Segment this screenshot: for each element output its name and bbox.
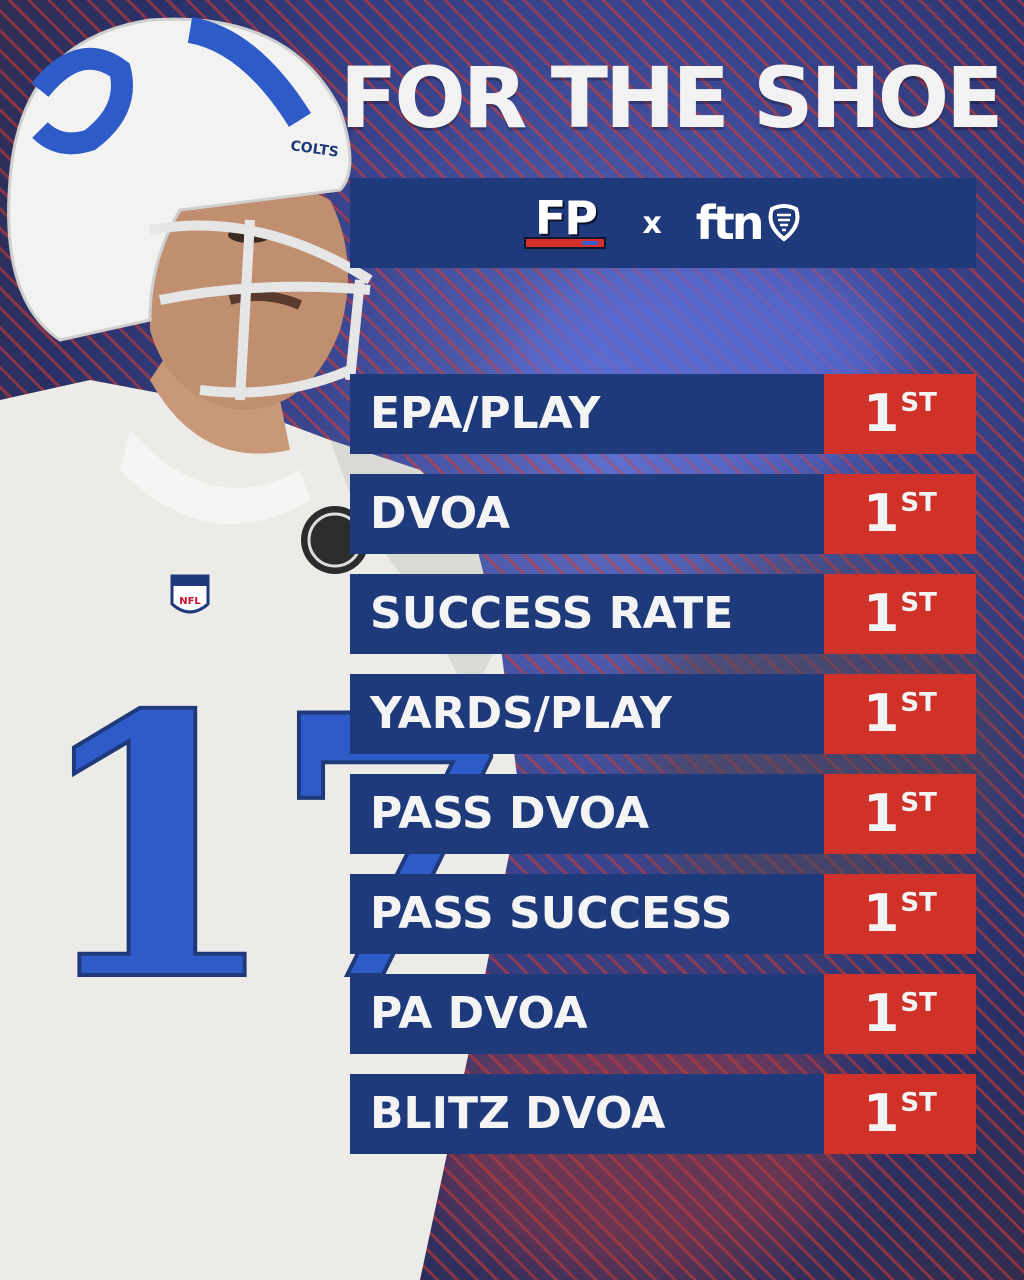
stat-row: EPA/PLAY 1 ST (350, 374, 976, 454)
stat-rank: 1 ST (824, 974, 976, 1054)
ftn-logo-text: ftn (695, 196, 765, 250)
rank-suffix: ST (900, 1088, 937, 1118)
helmet-text: COLTS (289, 138, 339, 161)
logo-separator: x (642, 205, 662, 241)
rank-number: 1 (863, 1084, 900, 1144)
rank-number: 1 (863, 484, 900, 544)
stat-label: PASS SUCCESS (350, 874, 824, 954)
rank-number: 1 (863, 384, 900, 444)
rank-suffix: ST (900, 688, 937, 718)
stat-rank: 1 ST (824, 1074, 976, 1154)
fp-logo-text: FP (534, 191, 598, 245)
nfl-shield-text: NFL (179, 596, 201, 607)
facemask (149, 219, 373, 401)
rank-number: 1 (863, 684, 900, 744)
stat-rank: 1 ST (824, 874, 976, 954)
stat-rank: 1 ST (824, 674, 976, 754)
stat-label: SUCCESS RATE (350, 574, 824, 654)
graphic-title: FOR THE SHOE (340, 49, 1004, 147)
stat-row: PA DVOA 1 ST (350, 974, 976, 1054)
stat-rank: 1 ST (824, 774, 976, 854)
football-shield-icon (768, 204, 800, 242)
stat-label: PASS DVOA (350, 774, 824, 854)
fp-logo-bar (524, 237, 607, 249)
rank-suffix: ST (900, 788, 937, 818)
stat-row: PASS SUCCESS 1 ST (350, 874, 976, 954)
rank-number: 1 (863, 784, 900, 844)
rank-suffix: ST (900, 388, 937, 418)
stat-row: PASS DVOA 1 ST (350, 774, 976, 854)
stat-rank: 1 ST (824, 574, 976, 654)
rank-suffix: ST (900, 488, 937, 518)
stats-list: EPA/PLAY 1 ST DVOA 1 ST SUCCESS RATE 1 ST YARDS/P… (350, 374, 976, 1174)
rank-suffix: ST (900, 888, 937, 918)
fp-logo: FP (522, 191, 608, 251)
stat-label: BLITZ DVOA (350, 1074, 824, 1154)
rank-suffix: ST (900, 988, 937, 1018)
stat-label: PA DVOA (350, 974, 824, 1054)
stat-label: DVOA (350, 474, 824, 554)
stat-row: YARDS/PLAY 1 ST (350, 674, 976, 754)
stat-label: YARDS/PLAY (350, 674, 824, 754)
ftn-logo: ftn (696, 196, 804, 250)
stat-row: DVOA 1 ST (350, 474, 976, 554)
stat-rank: 1 ST (824, 374, 976, 454)
rank-suffix: ST (900, 588, 937, 618)
rank-number: 1 (863, 584, 900, 644)
stat-row: SUCCESS RATE 1 ST (350, 574, 976, 654)
stat-rank: 1 ST (824, 474, 976, 554)
rank-number: 1 (863, 884, 900, 944)
stat-label: EPA/PLAY (350, 374, 824, 454)
nfl-shield-icon: NFL (170, 574, 210, 614)
rank-number: 1 (863, 984, 900, 1044)
partner-logo-bar: FP x ftn (350, 178, 976, 268)
horseshoe-logo (31, 47, 133, 155)
stat-row: BLITZ DVOA 1 ST (350, 1074, 976, 1154)
player-helmet (7, 17, 352, 342)
